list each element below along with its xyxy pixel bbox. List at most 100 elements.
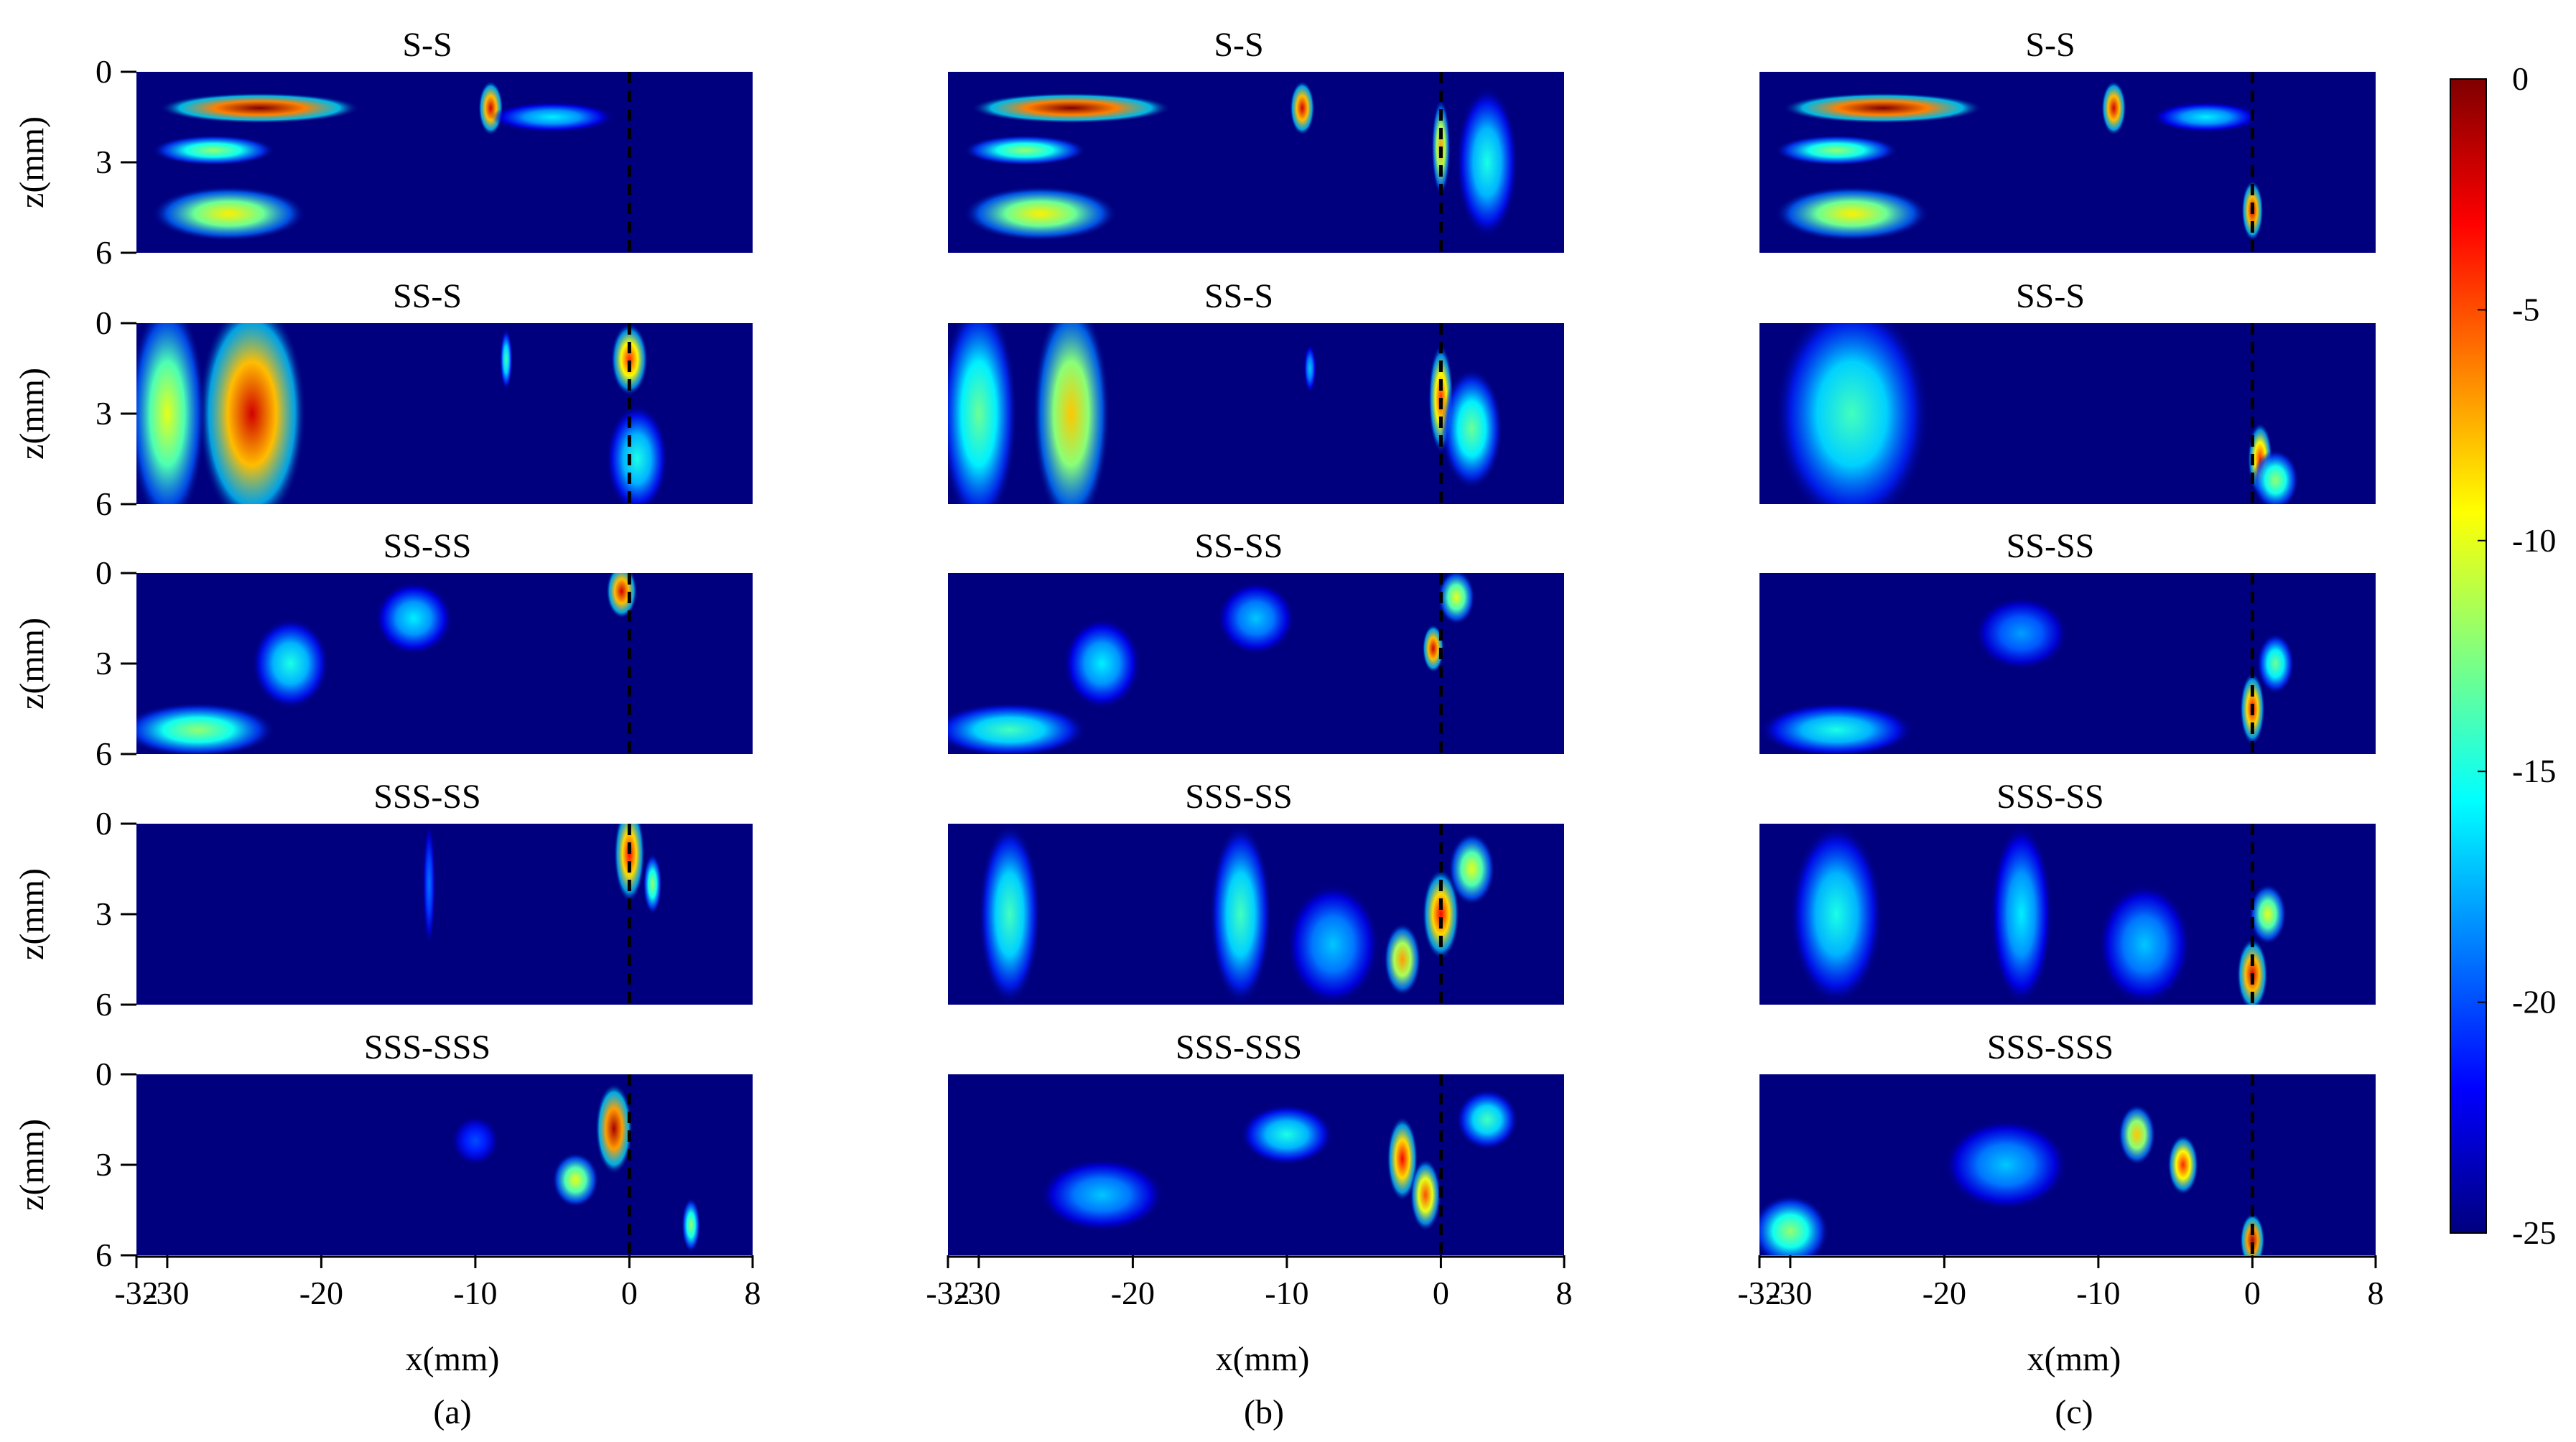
panel-1-3: SSS-SS bbox=[948, 778, 1564, 1005]
y-axis-label: z(mm) bbox=[13, 116, 51, 208]
panel-0-4: SSS-SSS 0 3 6 z(mm) -32-30 -20 -10 0 8 bbox=[13, 1028, 761, 1311]
field-blob bbox=[1438, 573, 1475, 625]
y-tick-label: 3 bbox=[96, 896, 112, 932]
field-blob bbox=[2098, 884, 2191, 1005]
field-blob bbox=[375, 582, 452, 655]
field-blob bbox=[1944, 1120, 2068, 1210]
panel-title: SSS-SSS bbox=[1987, 1028, 2114, 1066]
x-tick-label: -10 bbox=[1265, 1275, 1308, 1311]
field-blob bbox=[2152, 102, 2261, 132]
panel-1-4: SSS-SSS -32-30 -20 -10 0 8 bbox=[926, 1028, 1572, 1311]
panel-title: SS-S bbox=[2016, 277, 2085, 315]
x-tick-label: 8 bbox=[745, 1275, 761, 1311]
panel-field bbox=[978, 824, 1495, 1005]
y-tick-label: 6 bbox=[96, 234, 112, 271]
field-blob bbox=[978, 824, 1041, 1005]
y-axis-label: z(mm) bbox=[13, 1119, 51, 1211]
field-blob bbox=[1990, 824, 2052, 1005]
x-tick-label: -30 bbox=[1768, 1275, 1812, 1311]
y-tick-label: 3 bbox=[96, 395, 112, 432]
field-blob bbox=[1240, 1104, 1334, 1165]
x-tick-label: -20 bbox=[1111, 1275, 1155, 1311]
field-blob bbox=[1209, 824, 1272, 1005]
panel-1-1: SS-S bbox=[948, 277, 1564, 504]
field-blob bbox=[1063, 618, 1141, 709]
panel-2-4: SSS-SSS -32-30 -20 -10 0 8 bbox=[1737, 1028, 2384, 1311]
y-axis-label: z(mm) bbox=[13, 618, 51, 710]
field-blob bbox=[152, 186, 306, 241]
panel-field bbox=[948, 323, 1503, 504]
field-blob bbox=[1775, 186, 1929, 241]
panel-grid: S-S036z(mm)SS-S036z(mm)SS-SS036z(mm)SSS-… bbox=[13, 26, 2384, 1311]
field-blob bbox=[1975, 597, 2068, 670]
panel-2-2: SS-SS bbox=[1759, 527, 2376, 754]
panel-title: SSS-SS bbox=[1185, 778, 1292, 816]
field-blob bbox=[500, 329, 513, 390]
y-tick-label: 6 bbox=[96, 735, 112, 772]
panel-field bbox=[1790, 824, 2287, 1005]
field-blob bbox=[1759, 702, 1914, 754]
panel-2-3: SSS-SS bbox=[1759, 778, 2376, 1005]
panel-title: SSS-SS bbox=[373, 778, 480, 816]
x-tick-label: 0 bbox=[621, 1275, 638, 1311]
panel-title: SS-S bbox=[1204, 277, 1273, 315]
panel-field bbox=[136, 573, 638, 754]
field-blob bbox=[1422, 624, 1444, 673]
field-blob bbox=[595, 1083, 633, 1174]
x-tick-label: -10 bbox=[453, 1275, 497, 1311]
panel-title: SS-SS bbox=[383, 527, 472, 565]
field-blob bbox=[2101, 80, 2126, 136]
field-blob bbox=[948, 323, 1018, 504]
field-blob bbox=[1387, 1116, 1418, 1201]
y-tick-label: 0 bbox=[96, 554, 112, 591]
xlabel-a: x(mm) bbox=[406, 1340, 500, 1378]
field-blob bbox=[1775, 323, 1929, 504]
field-blob bbox=[2236, 938, 2268, 1005]
field-blob bbox=[2256, 633, 2294, 694]
panel-background bbox=[136, 1074, 753, 1255]
colorbar-tick-label: -5 bbox=[2512, 291, 2539, 327]
field-blob bbox=[643, 854, 662, 914]
colorbar-tick-label: -25 bbox=[2512, 1214, 2556, 1251]
panel-field bbox=[1759, 1104, 2265, 1255]
y-tick-label: 0 bbox=[96, 1056, 112, 1092]
field-blob bbox=[1410, 1158, 1441, 1232]
y-axis-label: z(mm) bbox=[13, 368, 51, 460]
panel-field bbox=[136, 323, 669, 504]
panel-field bbox=[963, 80, 1518, 241]
panel-2-0: S-S bbox=[1759, 26, 2376, 253]
field-blob bbox=[963, 135, 1087, 166]
y-tick-label: 3 bbox=[96, 645, 112, 682]
x-tick-label: 8 bbox=[2368, 1275, 2384, 1311]
field-blob bbox=[682, 1198, 701, 1252]
field-blob bbox=[152, 135, 276, 166]
y-tick-label: 3 bbox=[96, 1146, 112, 1183]
x-tick-label: 0 bbox=[1433, 1275, 1449, 1311]
xlabel-c: x(mm) bbox=[2027, 1340, 2121, 1378]
field-blob bbox=[1441, 368, 1503, 489]
panel-title: SS-SS bbox=[1195, 527, 1283, 565]
column-captions: x(mm) x(mm) x(mm) (a) (b) (c) bbox=[406, 1340, 2121, 1431]
field-blob bbox=[1032, 323, 1110, 504]
panel-title: SS-SS bbox=[2007, 527, 2095, 565]
field-blob bbox=[1449, 832, 1495, 906]
field-blob bbox=[963, 186, 1117, 241]
colorbar-tick-label: 0 bbox=[2512, 60, 2529, 97]
panel-0-2: SS-SS 0 3 6 z(mm) bbox=[13, 527, 753, 772]
field-blob bbox=[1290, 80, 1315, 136]
y-axis-label: z(mm) bbox=[13, 868, 51, 960]
panel-field bbox=[948, 573, 1475, 754]
panel-field bbox=[452, 1083, 701, 1252]
field-blob bbox=[1790, 824, 1883, 1005]
panel-1-2: SS-SS bbox=[948, 527, 1564, 754]
y-tick-label: 0 bbox=[96, 304, 112, 341]
panel-title: SSS-SSS bbox=[364, 1028, 490, 1066]
panel-title: SSS-SSS bbox=[1176, 1028, 1302, 1066]
subcaption-b: (b) bbox=[1244, 1393, 1284, 1431]
x-tick-label: 8 bbox=[1556, 1275, 1573, 1311]
xlabel-b: x(mm) bbox=[1216, 1340, 1310, 1378]
colorbar-gradient bbox=[2450, 78, 2487, 1234]
field-blob bbox=[1456, 1089, 1518, 1150]
panel-background bbox=[1759, 1074, 2376, 1255]
colorbar-tick-label: -15 bbox=[2512, 753, 2556, 789]
